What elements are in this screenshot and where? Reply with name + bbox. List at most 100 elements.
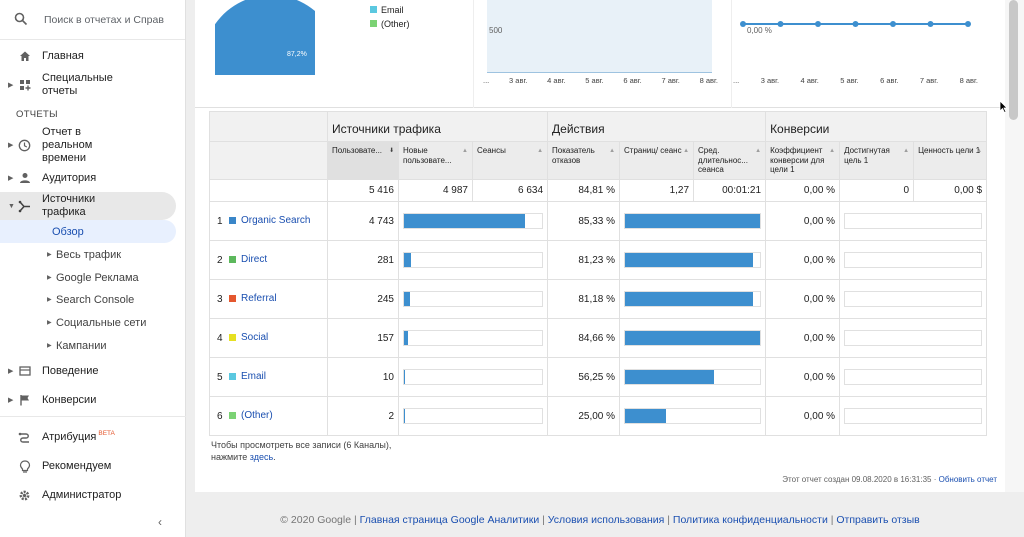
bar-track [403,369,544,385]
line-point [852,21,859,27]
view-all-link[interactable]: здесь [249,452,274,462]
sidebar-item-overview[interactable]: Обзор [0,220,176,243]
col-header-pages-per-session[interactable]: Страниц/ сеанс ▲ [619,141,695,180]
col-header-avg-duration[interactable]: Сред. длительнос... сеанса ▲ [693,141,767,180]
col-header-sessions[interactable]: Сеансы ▲ [471,141,549,180]
line-x-axis: ... 3 авг. 4 авг. 5 авг. 6 авг. 7 авг. 8… [733,76,978,85]
sidebar-item-label: Кампании [56,339,107,352]
new-users-bar [404,292,410,306]
sidebar-item-label: Аудитория [42,171,97,184]
footer-link-terms[interactable]: Условия использования [547,514,665,526]
x-tick-label: 8 авг. [699,76,718,85]
footer-link-home[interactable]: Главная страница Google Аналитики [359,514,540,526]
expand-caret-icon: ▶ [8,81,14,89]
footer-link-feedback[interactable]: Отправить отзыв [836,514,920,526]
new-users-bar-cell [397,357,549,397]
expand-caret-icon: ▶ [47,320,52,326]
sidebar-item-label: Рекомендуем [42,459,112,472]
sidebar-item-social[interactable]: ▶ Социальные сети [0,311,176,334]
refresh-report-link[interactable]: Обновить отчет [938,475,997,484]
col-header-goal-conversion-rate[interactable]: Коэффициент конверсии для цели 1 ▲ [765,141,841,180]
channel-cell: 4 Social [209,318,328,358]
column-label: Новые пользовате... [403,146,452,165]
pages-per-session-bar [625,409,666,423]
total-users: 5 416 [327,179,399,202]
footer-link-privacy[interactable]: Политика конфиденциальности [672,514,828,526]
note-text: . [273,452,276,462]
x-tick-label: 8 авг. [959,76,978,85]
column-label: Сред. длительнос... сеанса [698,146,748,174]
sidebar-item-label: Поведение [42,364,99,377]
gear-icon [18,489,31,502]
sidebar-item-all-traffic[interactable]: ▶ Весь трафик [0,243,176,266]
new-users-bar [404,409,405,423]
bounce-rate-cell: 81,18 % [547,279,621,319]
sidebar-item-custom-reports[interactable]: ▶ Специальные отчеты [0,71,180,99]
sidebar-item-label: Отчет в реальном времени [42,125,93,164]
sidebar-item-recommend[interactable]: Рекомендуем [0,458,111,474]
sort-icon: ▲ [537,148,544,154]
sidebar: Главная ▶ Специальные отчеты ОТЧЕТЫ ▶ От… [0,0,186,537]
channel-link[interactable]: Direct [241,254,268,266]
channel-cell: 6 (Other) [209,396,328,436]
channel-link[interactable]: Social [241,332,269,344]
sidebar-item-behavior[interactable]: ▶ Поведение [0,363,99,379]
col-header-bounce-rate[interactable]: Показатель отказов ▲ [547,141,621,180]
sort-icon: ▲ [462,148,468,154]
sidebar-item-google-ads[interactable]: ▶ Google Реклама [0,266,176,289]
goal-bar-cell [839,396,988,436]
pages-per-session-bar [625,253,754,267]
section-label-reports: ОТЧЕТЫ [16,109,58,120]
sidebar-item-label: Конверсии [42,393,97,406]
scrollbar-track[interactable] [1005,0,1024,492]
acquisition-icon [18,200,31,213]
group-header-row: Источники трафика Действия Конверсии [209,111,988,142]
users-cell: 2 [327,396,399,436]
sidebar-item-home[interactable]: Главная [0,48,84,64]
row-index: 5 [217,371,223,383]
new-users-bar-cell [397,318,549,358]
sidebar-item-label: Администратор [42,488,122,501]
scrollbar-thumb[interactable] [1009,0,1018,120]
sidebar-item-search-console[interactable]: ▶ Search Console [0,288,176,311]
users-cell: 157 [327,318,399,358]
bar-track [624,369,762,385]
sidebar-item-acquisition[interactable]: ▼ Источники трафика [0,192,176,220]
expand-caret-icon: ▶ [47,297,52,303]
sort-icon: ▲ [755,148,762,154]
channel-link[interactable]: Referral [241,293,277,305]
behavior-icon [18,365,31,378]
sidebar-item-label: Источники трафика [42,193,96,218]
sidebar-item-admin[interactable]: Администратор [0,487,121,503]
bar-track [844,213,983,229]
sidebar-item-realtime[interactable]: ▶ Отчет в реальном времени [0,125,180,165]
sidebar-item-conversions[interactable]: ▶ Конверсии [0,392,96,408]
row-index: 3 [217,293,223,305]
channel-cell: 2 Direct [209,240,328,280]
search-input[interactable] [44,13,164,26]
sidebar-item-attribution[interactable]: Атрибуция BETA [0,429,115,445]
x-tick-label: 3 авг. [760,76,780,85]
channel-link[interactable]: (Other) [241,410,273,422]
col-header-goal-value[interactable]: Ценность цели 1 ▲ [913,141,988,180]
new-users-bar [404,370,406,384]
channel-swatch [229,256,236,264]
sort-icon: ▲ [683,148,690,154]
sidebar-item-audience[interactable]: ▶ Аудитория [0,170,96,186]
channel-link[interactable]: Organic Search [241,215,311,227]
sort-down-icon: ⬇ [388,148,394,154]
total-bounce-rate: 84,81 % [547,179,621,202]
sessions-area-chart [487,0,712,73]
col-header-new-users[interactable]: Новые пользовате... ▲ [398,141,473,180]
channel-link[interactable]: Email [241,371,267,383]
sidebar-item-campaigns[interactable]: ▶ Кампании [0,334,176,357]
col-header-users[interactable]: Пользовате... ⬇ [327,141,399,180]
bounce-rate-cell: 25,00 % [547,396,621,436]
total-new-users: 4 987 [398,179,473,202]
sort-icon: ▲ [903,148,910,154]
y-tick-label: 0,00 % [747,26,772,35]
expand-caret-icon: ▶ [47,252,52,258]
collapse-sidebar-icon[interactable]: ‹ [158,515,162,529]
col-header-goal-completions[interactable]: Достигнутая цель 1 ▲ [839,141,915,180]
collapse-caret-icon: ▼ [8,202,15,210]
